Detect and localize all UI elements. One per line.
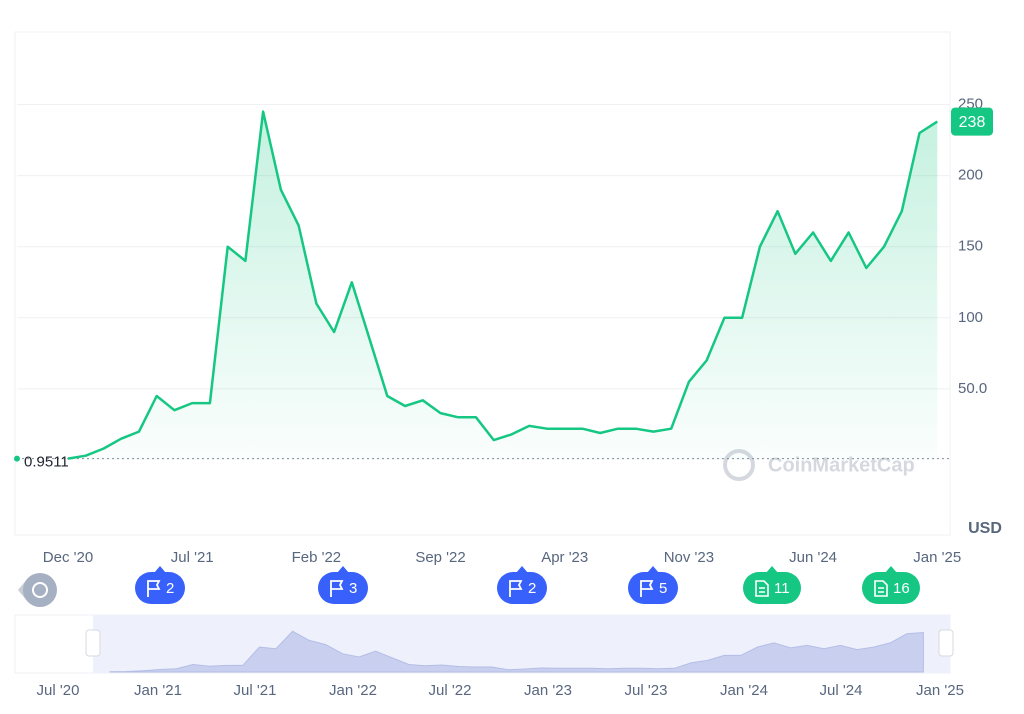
event-pointer bbox=[154, 566, 166, 573]
navigator-label: Jul '23 bbox=[625, 682, 668, 699]
event-pointer bbox=[766, 566, 778, 573]
flag-icon bbox=[330, 580, 344, 597]
price-area bbox=[68, 111, 938, 460]
navigator-handle[interactable] bbox=[85, 629, 101, 657]
event-count: 2 bbox=[528, 580, 536, 597]
navigator-label: Jan '22 bbox=[329, 682, 377, 699]
event-count: 11 bbox=[774, 580, 790, 597]
price-badge-bg bbox=[951, 107, 993, 136]
x-tick-label: Jul '21 bbox=[171, 549, 214, 566]
event-bg bbox=[135, 572, 185, 604]
navigator-label: Jul '22 bbox=[429, 682, 472, 699]
event-marker[interactable]: 3 bbox=[318, 566, 368, 604]
navigator-label: Jul '21 bbox=[234, 682, 277, 699]
navigator-label: Jul '24 bbox=[820, 682, 863, 699]
event-marker[interactable]: 11 bbox=[743, 566, 801, 604]
event-marker[interactable]: 2 bbox=[497, 566, 547, 604]
baseline-dot bbox=[14, 455, 20, 462]
event-count: 16 bbox=[893, 580, 910, 597]
y-tick-label: 150 bbox=[958, 238, 983, 255]
y-tick-label: 50.0 bbox=[958, 380, 987, 397]
event-marker[interactable]: 16 bbox=[862, 566, 920, 604]
event-pointer bbox=[337, 566, 349, 573]
flag-icon bbox=[509, 580, 523, 597]
x-tick-label: Feb '22 bbox=[292, 549, 342, 566]
event-pointer bbox=[516, 566, 528, 573]
x-tick-label: Sep '22 bbox=[415, 549, 465, 566]
event-count: 3 bbox=[349, 580, 357, 597]
plot-frame bbox=[14, 31, 951, 536]
x-tick-label: Apr '23 bbox=[541, 549, 588, 566]
y-tick-label: 100 bbox=[958, 309, 983, 326]
doc-icon bbox=[755, 580, 769, 597]
x-tick-label: Jun '24 bbox=[789, 549, 837, 566]
event-pointer bbox=[885, 566, 897, 573]
event-count: 5 bbox=[659, 580, 667, 597]
history-button[interactable] bbox=[18, 573, 57, 607]
baseline-label: 0.9511 bbox=[24, 454, 69, 471]
navigator-label: Jan '25 bbox=[916, 682, 964, 699]
flag-icon bbox=[640, 580, 654, 597]
event-pointer bbox=[647, 566, 659, 573]
event-bg bbox=[743, 572, 801, 604]
event-marker[interactable]: 2 bbox=[135, 566, 185, 604]
price-line bbox=[67, 110, 938, 460]
navigator-label: Jan '24 bbox=[720, 682, 768, 699]
price-badge: 238 bbox=[951, 107, 993, 136]
y-tick-label: 200 bbox=[958, 167, 983, 184]
price-badge-label: 238 bbox=[959, 114, 986, 131]
navigator-label: Jul '20 bbox=[37, 682, 80, 699]
event-bg bbox=[862, 572, 920, 604]
navigator-handle[interactable] bbox=[938, 629, 954, 657]
x-tick-label: Dec '20 bbox=[43, 549, 93, 566]
doc-icon bbox=[874, 580, 888, 597]
x-tick-label: Jan '25 bbox=[913, 549, 961, 566]
x-tick-label: Nov '23 bbox=[664, 549, 714, 566]
flag-icon bbox=[147, 580, 161, 597]
navigator-label: Jan '21 bbox=[134, 682, 182, 699]
event-bg bbox=[497, 572, 547, 604]
currency-label: USD bbox=[968, 520, 1002, 537]
navigator-area bbox=[109, 630, 924, 673]
event-bg bbox=[318, 572, 368, 604]
event-bg bbox=[628, 572, 678, 604]
navigator-label: Jan '23 bbox=[524, 682, 572, 699]
event-marker[interactable]: 5 bbox=[628, 566, 678, 604]
event-count: 2 bbox=[166, 580, 174, 597]
